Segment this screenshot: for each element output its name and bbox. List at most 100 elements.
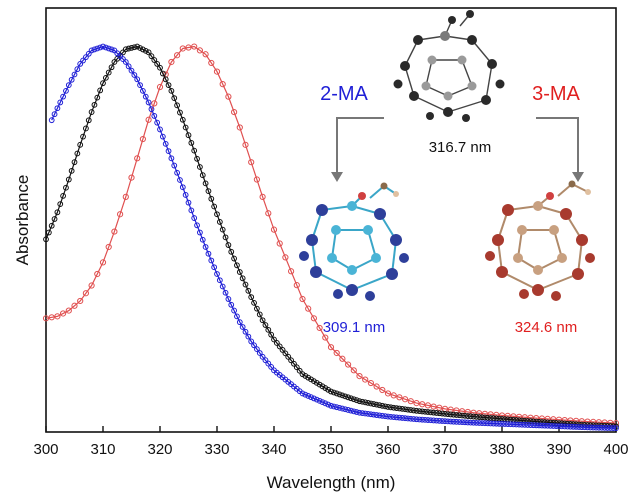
data-point-marker (504, 412, 511, 419)
data-point-marker (487, 415, 494, 421)
data-point-marker (202, 180, 209, 187)
data-point-marker (370, 411, 377, 418)
arrow-2-ma (336, 117, 384, 174)
series-0 (48, 43, 619, 432)
data-point-marker (77, 60, 84, 67)
data-point-marker (179, 45, 186, 52)
data-point-marker (137, 82, 143, 88)
data-point-marker (473, 419, 480, 426)
data-point-marker (57, 201, 64, 208)
data-point-marker (427, 417, 434, 424)
data-point-marker (268, 364, 275, 370)
data-point-marker (236, 319, 243, 326)
data-point-marker (311, 395, 317, 402)
data-point-marker (544, 415, 551, 422)
data-point-marker (558, 423, 565, 430)
data-point-marker (407, 407, 414, 413)
data-point-marker (128, 67, 135, 74)
data-point-marker (539, 422, 545, 429)
data-point-marker (91, 46, 98, 53)
data-point-marker (213, 68, 221, 75)
data-point-marker (111, 228, 118, 235)
data-point-marker (197, 164, 203, 170)
y-axis-title: Absorbance (13, 175, 32, 266)
data-point-marker (570, 423, 577, 430)
data-point-marker (99, 259, 107, 266)
data-point-marker (419, 416, 426, 423)
data-point-marker (197, 229, 203, 236)
data-point-marker (211, 203, 218, 210)
data-point-marker (262, 322, 269, 328)
data-point-marker (459, 419, 466, 426)
data-point-marker (248, 159, 255, 166)
data-point-marker (405, 406, 411, 413)
data-point-marker (282, 254, 289, 261)
data-point-marker (122, 193, 129, 200)
data-point-marker (222, 234, 229, 241)
data-point-marker (530, 418, 537, 425)
x-tick-label: 320 (147, 441, 172, 458)
data-point-marker (533, 422, 540, 429)
data-point-marker (185, 44, 192, 51)
data-point-marker (578, 418, 585, 425)
data-point-marker (60, 193, 66, 199)
data-point-marker (490, 420, 497, 427)
data-point-marker (43, 236, 49, 243)
data-point-marker (174, 52, 181, 59)
data-point-marker (85, 117, 92, 124)
data-point-marker (578, 424, 585, 431)
data-point-marker (330, 403, 337, 410)
label-3-ma: 3-MA (532, 83, 580, 105)
data-point-marker (48, 222, 55, 229)
data-point-marker (447, 411, 454, 418)
data-point-marker (328, 402, 334, 409)
data-point-marker (205, 250, 212, 257)
data-point-marker (208, 59, 215, 67)
data-point-marker (88, 47, 95, 54)
data-point-marker (228, 248, 235, 255)
data-point-marker (208, 195, 215, 202)
data-point-marker (450, 411, 457, 418)
data-point-marker (265, 360, 272, 367)
data-point-marker (604, 425, 611, 431)
data-point-marker (541, 422, 548, 429)
data-point-marker (613, 425, 619, 432)
data-point-marker (145, 49, 152, 56)
data-point-marker (325, 386, 332, 393)
data-point-marker (481, 410, 488, 417)
data-point-marker (222, 289, 229, 296)
data-point-marker (521, 414, 528, 421)
data-point-marker (94, 94, 101, 101)
data-point-marker (376, 412, 383, 419)
data-point-marker (117, 211, 124, 218)
label-2-ma: 2-MA (320, 83, 368, 105)
data-point-marker (82, 290, 90, 297)
data-point-marker (51, 216, 58, 222)
data-point-marker (510, 413, 517, 420)
data-point-marker (390, 414, 397, 421)
data-point-marker (71, 71, 78, 78)
data-point-marker (376, 402, 383, 409)
data-point-marker (134, 43, 141, 50)
data-point-marker (191, 43, 198, 50)
data-point-marker (259, 193, 266, 200)
data-point-marker (145, 116, 152, 123)
data-point-marker (140, 46, 146, 53)
data-point-marker (387, 404, 394, 411)
data-point-marker (108, 46, 115, 53)
data-point-marker (456, 419, 463, 425)
data-point-marker (262, 357, 269, 364)
data-point-marker (396, 394, 403, 401)
data-point-marker (225, 242, 232, 248)
data-point-marker (85, 50, 92, 57)
data-point-marker (214, 271, 220, 277)
data-point-marker (513, 421, 520, 428)
data-point-marker (328, 388, 334, 395)
data-point-marker (216, 277, 223, 284)
data-point-marker (379, 386, 386, 394)
data-point-marker (296, 367, 303, 374)
data-point-marker (83, 125, 89, 132)
data-point-marker (265, 210, 272, 217)
series-line (45, 45, 617, 424)
arrow-3-ma (536, 117, 579, 174)
